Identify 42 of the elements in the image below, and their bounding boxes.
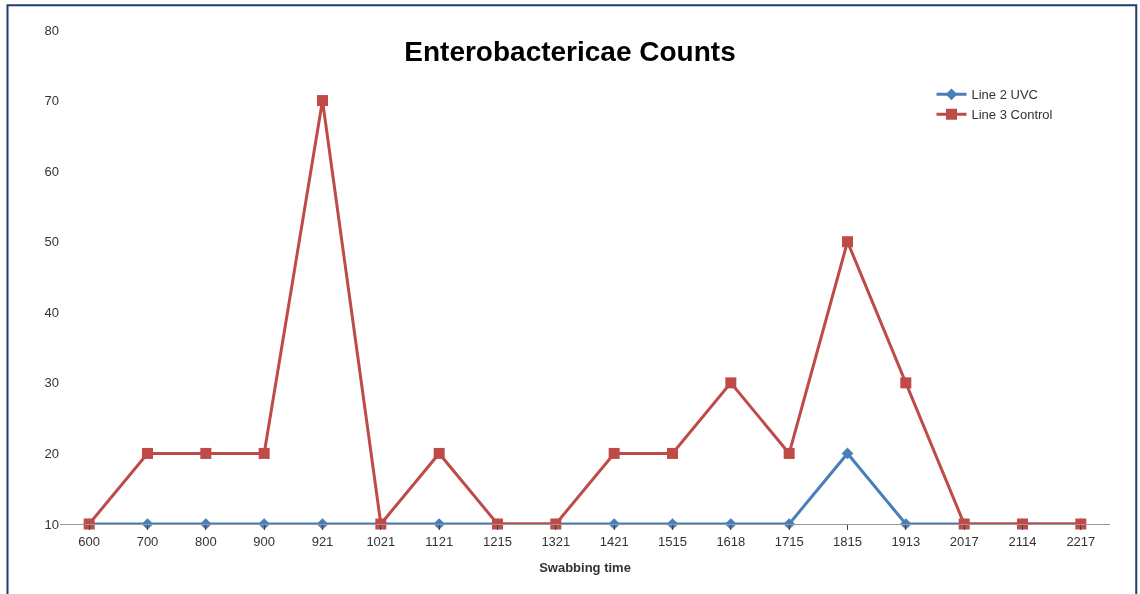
x-tick-label: 900 [253,533,276,549]
y-tick-label: 80 [44,22,59,38]
x-tick-label: 921 [311,533,334,549]
legend-label: Line 3 Control [971,107,1053,123]
y-tick-label: 20 [44,445,59,461]
x-tick-label: 1913 [891,533,921,549]
y-tick-label: 60 [44,163,59,179]
x-tick-label: 600 [78,533,101,549]
x-tick-label: 2114 [1008,533,1037,549]
x-tick-label: 1515 [658,533,687,549]
point [258,447,270,459]
point [608,447,620,459]
y-tick-label: 30 [44,375,59,391]
y-tick-label: 50 [44,234,59,250]
x-tick-label: 2017 [949,533,979,549]
point [667,447,678,459]
x-tick-label: 1021 [366,533,396,549]
point [433,447,445,459]
x-tick-label: 1321 [541,533,571,549]
x-tick-label: 1715 [774,533,804,549]
x-tick-label: 800 [194,533,217,549]
y-tick-label: 70 [44,93,59,109]
x-tick-label: 1421 [599,533,629,549]
x-axis-title: Swabbing time [539,560,631,576]
y-tick-label: 40 [44,304,59,320]
point [900,377,912,389]
point [142,447,153,459]
x-tick-label: 1618 [716,533,746,549]
point [783,447,795,459]
x-tick-label: 1815 [833,533,862,549]
x-tick-label: 700 [136,533,159,549]
y-tick-label: 10 [44,516,59,532]
point [841,447,854,460]
point [200,447,212,459]
chart-title: Enterobactericae Counts [404,36,736,68]
x-tick-label: 1121 [425,533,454,549]
point [317,95,328,107]
legend-label: Line 2 UVC [971,87,1038,103]
point [842,236,853,248]
point [725,377,737,389]
x-tick-label: 2217 [1066,533,1096,549]
x-tick-label: 1215 [483,533,512,549]
